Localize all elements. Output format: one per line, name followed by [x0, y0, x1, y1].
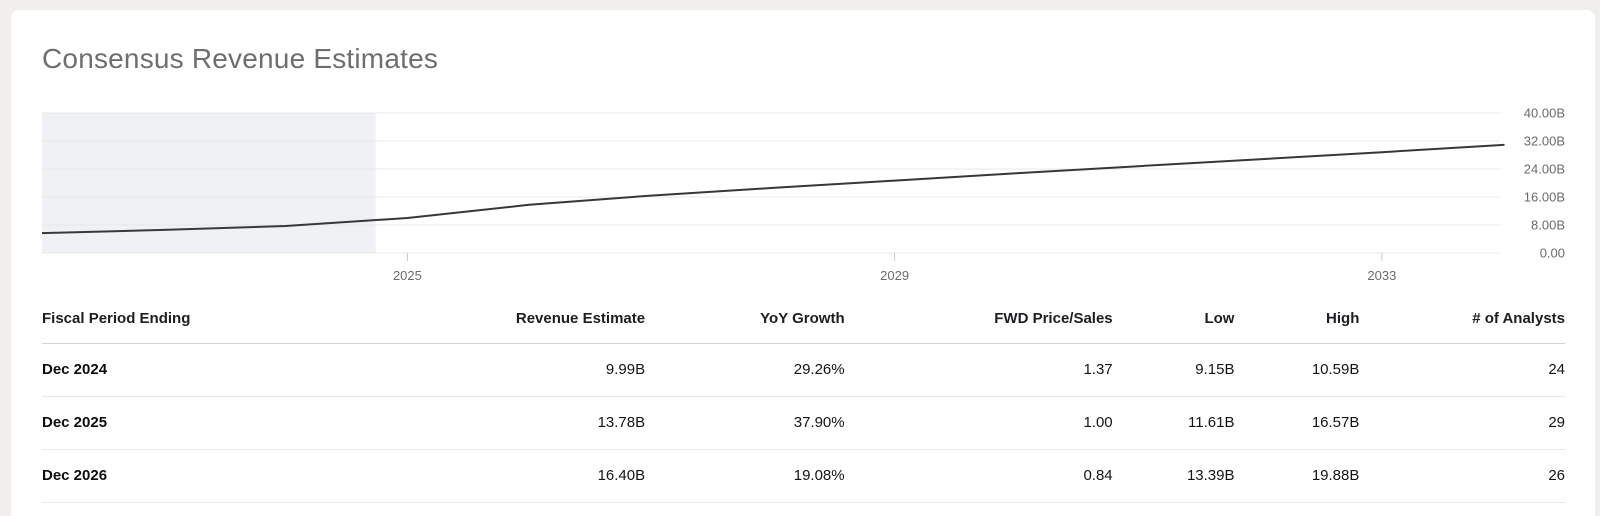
- cell-low: 13.39B: [1112, 449, 1235, 503]
- y-axis-label: 40.00B: [1524, 106, 1565, 121]
- cell-fwd-price-sales: 0.84: [844, 449, 1113, 503]
- cell-high: 16.57B: [1234, 396, 1360, 450]
- table-header-row: Fiscal Period Ending Revenue Estimate Yo…: [42, 310, 1565, 344]
- column-header-revenue-estimate: Revenue Estimate: [422, 310, 646, 344]
- revenue-estimates-chart: 40.00B 32.00B 24.00B 16.00B 8.00B 0.00 2025 202…: [41, 105, 1565, 287]
- cell-revenue-estimate: 9.99B: [422, 343, 646, 397]
- cell-revenue-estimate: 13.78B: [422, 396, 646, 450]
- cell-high: 10.59B: [1234, 343, 1360, 397]
- column-header-high: High: [1234, 310, 1360, 344]
- consensus-revenue-estimates-card: Consensus Revenue Estimates 40.00B 32.00B…: [11, 10, 1595, 516]
- historical-shaded-region: [42, 113, 376, 253]
- cell-high: 19.88B: [1234, 449, 1360, 503]
- y-axis-label: 16.00B: [1524, 190, 1565, 205]
- y-axis-label: 0.00: [1540, 246, 1565, 261]
- card-title: Consensus Revenue Estimates: [42, 43, 439, 74]
- cell-fwd-price-sales: 1.37: [844, 343, 1113, 397]
- cell-fiscal-period: Dec 2024: [42, 343, 423, 397]
- cell-revenue-estimate: 16.40B: [422, 449, 646, 503]
- y-axis-label: 8.00B: [1531, 218, 1565, 233]
- x-axis-label: 2025: [393, 268, 422, 283]
- x-axis-label: 2033: [1367, 268, 1396, 283]
- cell-yoy-growth: 29.26%: [645, 343, 845, 397]
- cell-yoy-growth: 37.90%: [645, 396, 845, 450]
- cell-fwd-price-sales: 1.00: [844, 396, 1113, 450]
- table-row-dec-2024: Dec 2024 9.99B 29.26% 1.37 9.15B 10.59B …: [42, 343, 1565, 397]
- column-header-fiscal-period-ending: Fiscal Period Ending: [42, 310, 423, 344]
- column-header-fwd-price-sales: FWD Price/Sales: [844, 310, 1113, 344]
- cell-fiscal-period: Dec 2026: [42, 449, 423, 503]
- cell-low: 11.61B: [1112, 396, 1235, 450]
- estimates-table: Fiscal Period Ending Revenue Estimate Yo…: [42, 310, 1565, 503]
- cell-num-analysts: 26: [1359, 449, 1565, 503]
- cell-num-analysts: 24: [1359, 343, 1565, 397]
- y-axis-label: 32.00B: [1524, 134, 1565, 149]
- table-row-dec-2026: Dec 2026 16.40B 19.08% 0.84 13.39B 19.88…: [42, 449, 1565, 503]
- x-axis-label: 2029: [880, 268, 909, 283]
- revenue-estimate-line: [41, 143, 1505, 235]
- column-header-num-analysts: # of Analysts: [1359, 310, 1565, 344]
- revenue-line-chart-canvas: 40.00B 32.00B 24.00B 16.00B 8.00B 0.00 2025 202…: [41, 106, 1565, 283]
- column-header-low: Low: [1112, 310, 1235, 344]
- y-axis-label: 24.00B: [1524, 162, 1565, 177]
- cell-yoy-growth: 19.08%: [645, 449, 845, 503]
- table-row-dec-2025: Dec 2025 13.78B 37.90% 1.00 11.61B 16.57…: [42, 396, 1565, 450]
- cell-low: 9.15B: [1112, 343, 1235, 397]
- column-header-yoy-growth: YoY Growth: [645, 310, 845, 344]
- cell-num-analysts: 29: [1359, 396, 1565, 450]
- cell-fiscal-period: Dec 2025: [42, 396, 423, 450]
